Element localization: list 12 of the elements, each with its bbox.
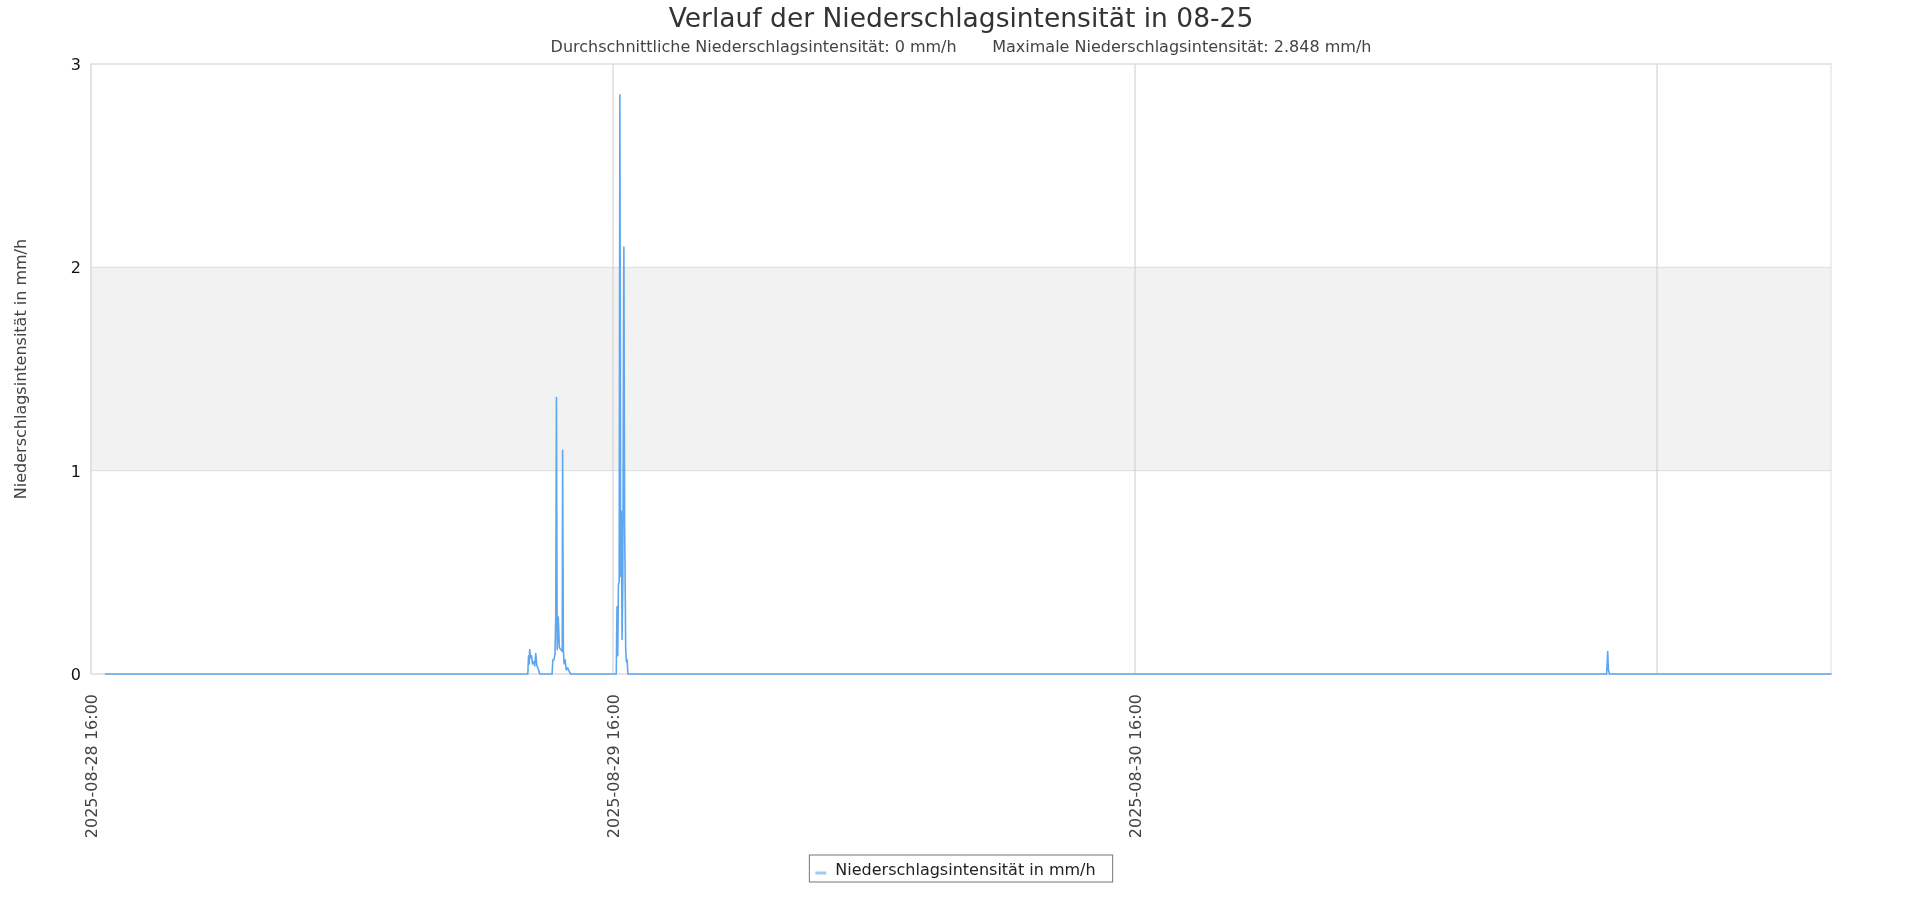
y-tick-label: 2 — [70, 257, 81, 277]
y-tick-label: 1 — [70, 461, 81, 481]
chart-title: Verlauf der Niederschlagsintensität in 08-25 — [668, 2, 1254, 33]
x-tick-label: 2025-08-30 16:00 — [1125, 694, 1145, 839]
y-tick-label: 0 — [70, 664, 81, 684]
chart-subtitle: Durchschnittliche Niederschlagsintensität: 0 mm/h Maximale Niederschlagsintensität: 2.848 mm/h — [550, 37, 1372, 56]
line-series — [104, 94, 1832, 675]
x-tick-label: 2025-08-29 16:00 — [603, 694, 623, 839]
y-tick-label: 3 — [70, 54, 81, 74]
y-axis-title: Niederschlagsintensität in mm/h — [10, 238, 30, 500]
x-tick-label: 2025-08-28 16:00 — [81, 694, 101, 839]
legend-label: Niederschlagsintensität in mm/h — [835, 859, 1096, 878]
